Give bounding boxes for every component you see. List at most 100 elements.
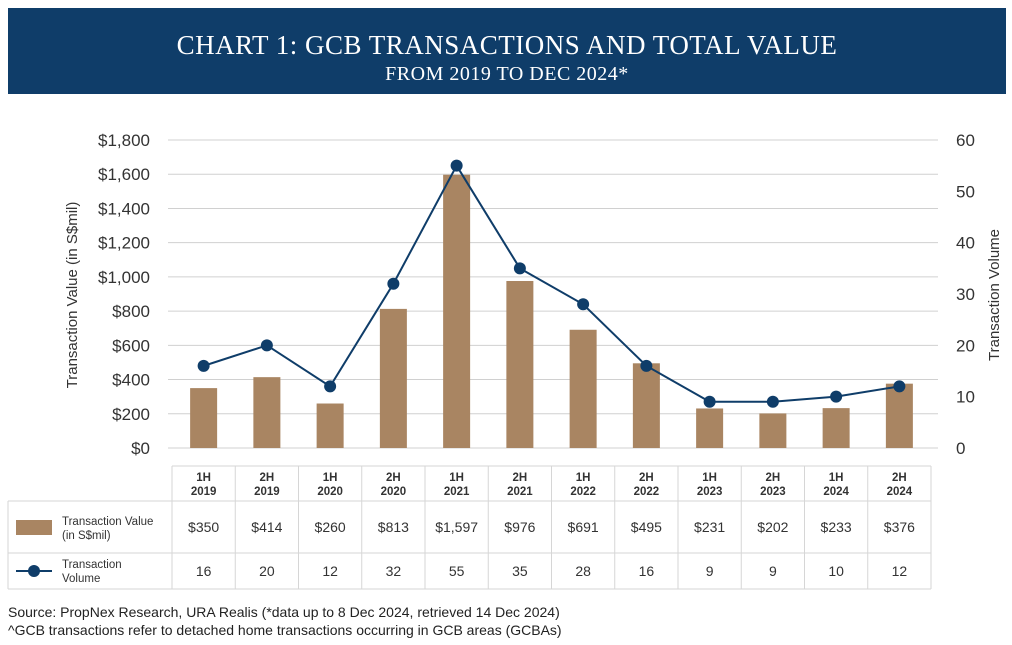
y-right-tick-label: 10 bbox=[956, 388, 975, 407]
legend-line-label: Volume bbox=[62, 573, 100, 585]
bar-value-cell: $414 bbox=[251, 519, 282, 535]
line-point bbox=[324, 380, 337, 393]
bar-value-cell: $260 bbox=[315, 519, 346, 535]
line-value-cell: 20 bbox=[259, 563, 275, 579]
line-value-cell: 12 bbox=[322, 563, 338, 579]
y-right-tick-label: 20 bbox=[956, 336, 975, 355]
bar-value-cell: $350 bbox=[188, 519, 219, 535]
y-left-tick-label: $600 bbox=[112, 336, 150, 355]
y-right-tick-label: 50 bbox=[956, 182, 975, 201]
category-label: 2H bbox=[639, 472, 654, 484]
category-label: 2020 bbox=[381, 486, 407, 498]
category-label: 2H bbox=[766, 472, 781, 484]
y-left-tick-label: $0 bbox=[131, 439, 150, 458]
bar-value-cell: $233 bbox=[821, 519, 852, 535]
y-left-tick-label: $1,000 bbox=[98, 268, 150, 287]
line-value-cell: 9 bbox=[706, 563, 714, 579]
line-point bbox=[893, 380, 906, 393]
category-label: 2H bbox=[892, 472, 907, 484]
category-label: 2021 bbox=[507, 486, 533, 498]
bar bbox=[569, 329, 597, 448]
y-left-tick-label: $200 bbox=[112, 405, 150, 424]
category-label: 2022 bbox=[570, 486, 596, 498]
y-left-tick-label: $800 bbox=[112, 302, 150, 321]
bar bbox=[190, 388, 218, 448]
line-point bbox=[703, 395, 716, 408]
bar bbox=[316, 403, 344, 448]
bar bbox=[506, 280, 534, 448]
y-left-tick-label: $1,400 bbox=[98, 199, 150, 218]
line-value-cell: 55 bbox=[449, 563, 465, 579]
legend-bar-swatch bbox=[16, 520, 52, 535]
category-label: 2020 bbox=[317, 486, 343, 498]
y-left-tick-label: $1,800 bbox=[98, 131, 150, 150]
category-label: 2023 bbox=[760, 486, 786, 498]
bar bbox=[822, 408, 850, 448]
bar bbox=[253, 377, 281, 448]
series-line bbox=[203, 163, 900, 403]
y-right-tick-label: 0 bbox=[956, 439, 965, 458]
bar-value-cell: $495 bbox=[631, 519, 662, 535]
line-value-cell: 9 bbox=[769, 563, 777, 579]
bar-value-cell: $231 bbox=[694, 519, 725, 535]
y-left-tick-label: $1,200 bbox=[98, 234, 150, 253]
line-point bbox=[577, 298, 590, 311]
y-right-axis-title: Transaction Volume bbox=[986, 229, 1003, 361]
combo-chart: $0 $200 $400 $600 $800 $1,000 $1,200 $1,400 $1,6… bbox=[7, 131, 1003, 590]
bar-value-cell: $976 bbox=[504, 519, 535, 535]
bar bbox=[759, 413, 787, 448]
chart-title: CHART 1: GCB TRANSACTIONS AND TOTAL VALU… bbox=[176, 30, 838, 60]
y-right-tick-label: 40 bbox=[956, 234, 975, 253]
category-label: 2024 bbox=[823, 486, 849, 498]
line-value-cell: 10 bbox=[828, 563, 844, 579]
category-label: 1H bbox=[576, 472, 591, 484]
legend-line-label: Transaction bbox=[62, 559, 122, 571]
bar-value-cell: $813 bbox=[378, 519, 409, 535]
category-label: 2021 bbox=[444, 486, 470, 498]
bar-value-cell: $691 bbox=[568, 519, 599, 535]
line-point bbox=[387, 277, 400, 290]
bar-value-cell: $1,597 bbox=[435, 519, 478, 535]
category-label: 2019 bbox=[191, 486, 217, 498]
bar-value-cell: $376 bbox=[884, 519, 915, 535]
line-point bbox=[830, 390, 843, 403]
category-label: 1H bbox=[829, 472, 844, 484]
y-left-tick-label: $400 bbox=[112, 371, 150, 390]
legend-line-marker bbox=[28, 565, 40, 577]
category-label: 1H bbox=[449, 472, 464, 484]
legend-bar-label: Transaction Value bbox=[62, 516, 153, 528]
category-label: 2H bbox=[513, 472, 528, 484]
bar bbox=[885, 383, 913, 448]
line-point bbox=[640, 359, 653, 372]
category-label: 1H bbox=[323, 472, 338, 484]
bar bbox=[443, 174, 471, 449]
category-label: 2H bbox=[386, 472, 401, 484]
line-value-cell: 16 bbox=[639, 563, 655, 579]
line-point bbox=[260, 339, 273, 352]
legend-bar-label: (in S$mil) bbox=[62, 530, 111, 542]
category-label: 2024 bbox=[887, 486, 913, 498]
y-left-tick-label: $1,600 bbox=[98, 165, 150, 184]
line-point bbox=[513, 262, 526, 275]
category-label: 2019 bbox=[254, 486, 280, 498]
line-value-cell: 32 bbox=[386, 563, 402, 579]
line-value-cell: 28 bbox=[575, 563, 591, 579]
chart-title-banner: CHART 1: GCB TRANSACTIONS AND TOTAL VALU… bbox=[8, 8, 1006, 94]
source-note: Source: PropNex Research, URA Realis (*d… bbox=[8, 603, 562, 639]
footnote-line: ^GCB transactions refer to detached home… bbox=[8, 622, 562, 638]
category-label: 1H bbox=[196, 472, 211, 484]
category-label: 2023 bbox=[697, 486, 723, 498]
line-value-cell: 35 bbox=[512, 563, 528, 579]
bar-value-cell: $202 bbox=[757, 519, 788, 535]
source-line: Source: PropNex Research, URA Realis (*d… bbox=[8, 604, 560, 620]
bar bbox=[379, 308, 407, 448]
line-point bbox=[197, 359, 210, 372]
category-label: 2H bbox=[260, 472, 275, 484]
y-left-axis-title: Transaction Value (in S$mil) bbox=[64, 202, 81, 389]
category-label: 1H bbox=[702, 472, 717, 484]
line-value-cell: 12 bbox=[892, 563, 908, 579]
line-value-cell: 16 bbox=[196, 563, 212, 579]
line-point bbox=[766, 395, 779, 408]
y-right-tick-label: 60 bbox=[956, 131, 975, 150]
bar bbox=[632, 363, 660, 448]
